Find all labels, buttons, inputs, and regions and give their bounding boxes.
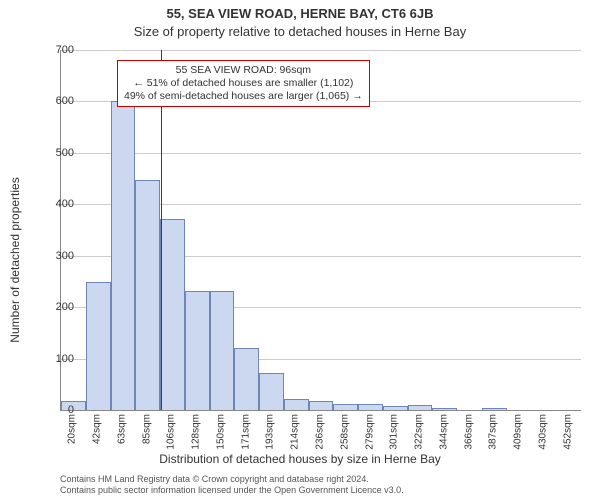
gridline: [61, 153, 581, 154]
x-tick: 85sqm: [141, 414, 152, 444]
x-tick: 452sqm: [562, 414, 573, 450]
bar: [284, 399, 309, 410]
bar: [160, 219, 185, 410]
x-tick: 430sqm: [537, 414, 548, 450]
bar: [333, 404, 358, 410]
y-tick: 300: [14, 250, 74, 262]
bar: [432, 408, 457, 410]
x-tick: 150sqm: [215, 414, 226, 450]
y-tick: 700: [14, 44, 74, 56]
bar: [482, 408, 507, 410]
bar: [111, 101, 136, 410]
bar: [86, 282, 111, 410]
y-tick: 100: [14, 353, 74, 365]
y-tick: 400: [14, 198, 74, 210]
bar: [408, 405, 433, 410]
chart-page: 55, SEA VIEW ROAD, HERNE BAY, CT6 6JB Si…: [0, 0, 600, 500]
gridline: [61, 50, 581, 51]
y-tick: 600: [14, 95, 74, 107]
x-tick: 322sqm: [414, 414, 425, 450]
x-tick: 128sqm: [191, 414, 202, 450]
bar: [358, 404, 383, 410]
page-title-line2: Size of property relative to detached ho…: [0, 24, 600, 39]
x-tick: 366sqm: [463, 414, 474, 450]
annotation-line: 49% of semi-detached houses are larger (…: [124, 90, 363, 103]
bar: [185, 291, 210, 410]
bar: [135, 180, 160, 410]
bar: [210, 291, 235, 410]
x-tick: 236sqm: [315, 414, 326, 450]
x-tick: 387sqm: [488, 414, 499, 450]
x-tick: 344sqm: [438, 414, 449, 450]
x-tick: 279sqm: [364, 414, 375, 450]
credits-line2: Contains public sector information licen…: [60, 485, 404, 496]
page-title-line1: 55, SEA VIEW ROAD, HERNE BAY, CT6 6JB: [0, 6, 600, 21]
x-tick: 20sqm: [67, 414, 78, 444]
x-tick: 409sqm: [513, 414, 524, 450]
bar: [309, 401, 334, 410]
x-tick: 193sqm: [265, 414, 276, 450]
bar: [259, 373, 284, 410]
x-tick: 258sqm: [339, 414, 350, 450]
credits: Contains HM Land Registry data © Crown c…: [60, 474, 404, 497]
annotation-line: ← 51% of detached houses are smaller (1,…: [124, 77, 363, 90]
annotation-line: 55 SEA VIEW ROAD: 96sqm: [124, 64, 363, 77]
x-tick: 301sqm: [389, 414, 400, 450]
annotation-box: 55 SEA VIEW ROAD: 96sqm← 51% of detached…: [117, 60, 370, 107]
plot-area: 55 SEA VIEW ROAD: 96sqm← 51% of detached…: [60, 50, 581, 411]
x-tick: 42sqm: [92, 414, 103, 444]
x-tick: 63sqm: [116, 414, 127, 444]
bar: [383, 406, 408, 410]
x-tick: 214sqm: [290, 414, 301, 450]
y-tick: 500: [14, 147, 74, 159]
x-tick: 171sqm: [240, 414, 251, 450]
x-axis-label: Distribution of detached houses by size …: [0, 452, 600, 466]
credits-line1: Contains HM Land Registry data © Crown c…: [60, 474, 404, 485]
bar: [234, 348, 259, 410]
y-tick: 0: [14, 404, 74, 416]
x-tick: 106sqm: [166, 414, 177, 450]
y-tick: 200: [14, 301, 74, 313]
